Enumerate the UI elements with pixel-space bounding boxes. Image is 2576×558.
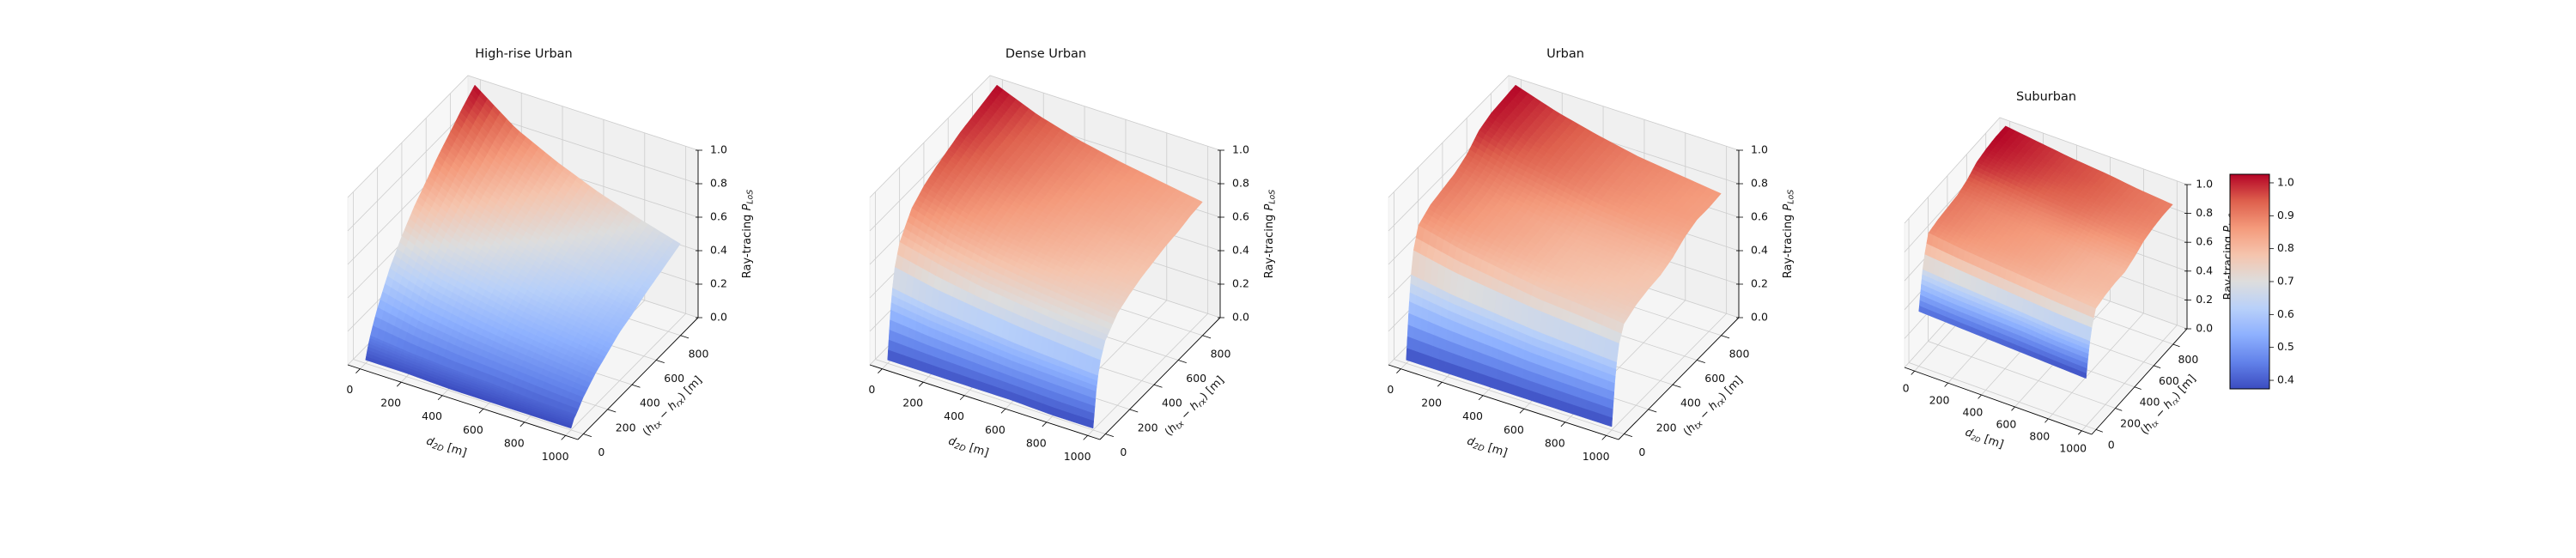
surface-face [1437,359,1446,373]
z-tick-label: 0.4 [710,244,727,257]
surface [365,84,681,429]
surface-face [1425,355,1433,369]
y-tick-label: 0 [598,446,605,458]
x-tick-label: 600 [463,423,483,436]
z-tick-label: 1.0 [710,143,727,156]
z-axis-label-part: Ray-tracing [1263,211,1276,279]
surface-face [1540,394,1549,407]
surface-face [1509,383,1516,396]
z-tick-label: 0.2 [1232,277,1249,290]
z-axis-label-part: LoS [745,190,755,204]
surface-face [1412,349,1420,365]
surface-face [1528,390,1536,403]
surface-face [1515,385,1523,398]
x-tick-label: 200 [380,397,401,409]
x-tick-label: 800 [1026,436,1047,449]
subplots: 0 200 400 600 800 1000 0 200 400 600 800 0.0 0.2 0.4 0… [346,47,2234,463]
surface-face [1450,363,1459,378]
x-tick-label: 0 [868,383,875,396]
z-axis-label-part: LoS [1267,190,1277,204]
x-tick-label: 200 [902,397,923,409]
subplot-title: High-rise Urban [475,47,573,61]
y-tick-label: 400 [1162,397,1182,409]
surface-face [926,362,934,375]
x-tick-label: 600 [985,423,1005,436]
y-tick-label: 0 [1120,446,1127,458]
surface-face [1457,366,1465,379]
z-tick-label: 0.6 [1232,210,1249,223]
surface-face [900,354,908,367]
z-tick-label: 0.0 [710,311,727,324]
y-tick-label: 800 [689,347,709,360]
x-tick-label: 1000 [1064,450,1091,463]
z-axis-label-part: Ray-tracing [741,211,754,279]
surface-face [1463,367,1472,381]
surface-face [1534,391,1542,404]
surface-face [1522,387,1529,400]
surface-face [964,376,972,388]
z-tick-label: 1.0 [1232,143,1249,156]
surface-face [1496,379,1504,392]
z-tick-label: 0.4 [1232,244,1249,257]
y-tick-label: 200 [1138,421,1158,434]
z-tick-label: 0.8 [710,177,727,190]
z-tick-label: 0.6 [710,210,727,223]
surface-face [939,367,946,379]
surface-face [932,365,940,378]
y-tick-label: 600 [664,372,684,385]
z-axis-label-part: P [1263,204,1276,211]
z-tick-label: 0.2 [710,277,727,290]
z-axis-label-part: P [741,204,754,211]
y-tick-label: 800 [1211,347,1231,360]
surface-face [1406,348,1414,363]
x-tick-label: 800 [504,436,525,449]
surface-face [906,356,914,369]
x-tick-label: 400 [944,409,964,422]
surface-face [919,361,927,373]
surface-face [1489,376,1498,390]
surface-face [887,349,896,363]
y-tick-label: 400 [640,397,660,409]
surface-face [1419,352,1427,367]
subplot-high-rise-urban: 0 200 400 600 800 1000 0 200 400 600 800 0.0 0.2 0.4 0… [346,47,755,463]
surface-face [951,372,959,384]
surface-face [893,351,902,365]
x-axis-line [347,364,579,440]
z-tick-label: 0.8 [1232,177,1249,190]
surface-face [913,358,921,371]
x-tick-label: 1000 [542,450,569,463]
z-tick-label: 0.0 [1232,311,1249,324]
subplot-title: Dense Urban [1005,47,1086,61]
x-tick-label: 400 [422,409,442,422]
y-tick-label: 200 [616,421,636,434]
surface-face [1431,356,1440,371]
x-tick-label: 0 [346,383,353,396]
surface-face [1502,380,1510,394]
y-axis-line [577,317,699,440]
y-tick-label: 600 [1186,372,1206,385]
surface-face [1476,372,1485,385]
surface-face [1470,370,1478,384]
surface-face [1483,374,1491,388]
surface-face [1444,361,1453,375]
z-gridline [347,75,699,198]
